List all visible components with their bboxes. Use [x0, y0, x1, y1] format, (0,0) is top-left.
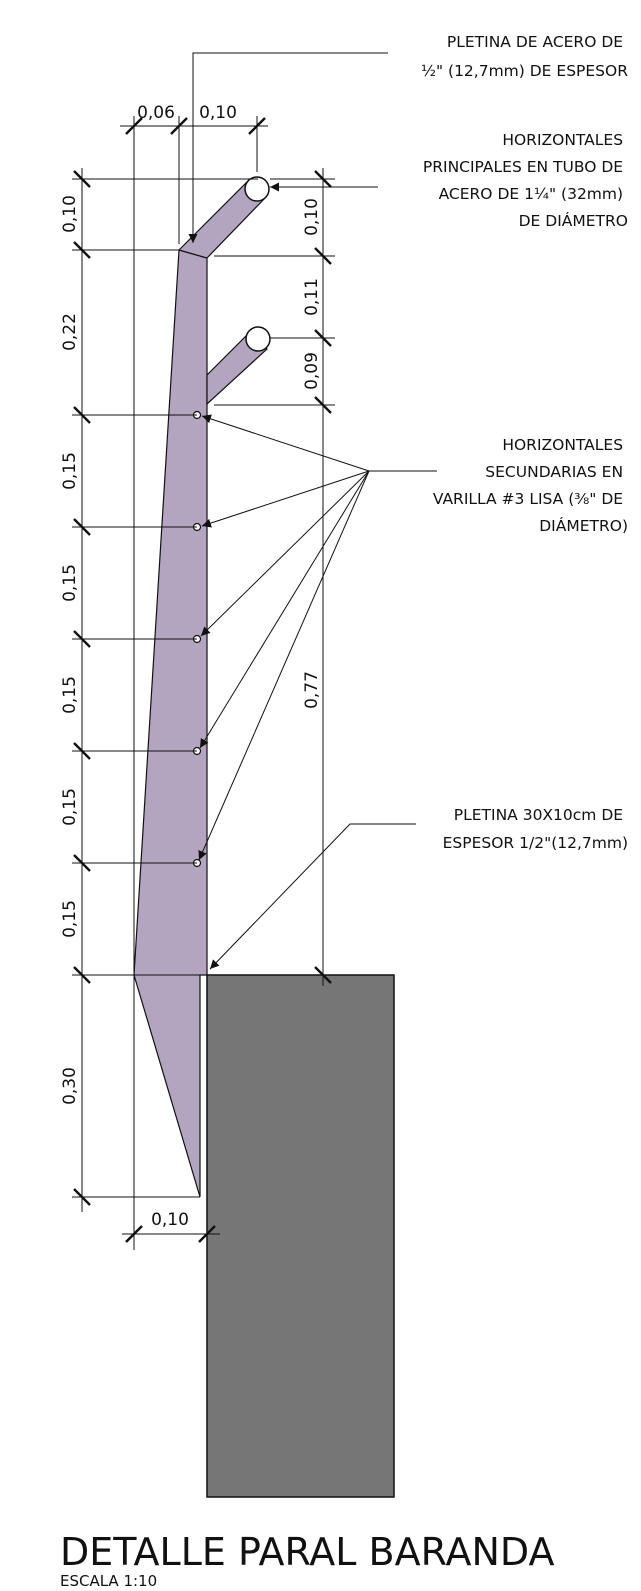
- dim-left-6: 0,15: [60, 788, 80, 826]
- annotation-secondary-rails: HORIZONTALES SECUNDARIAS EN VARILLA #3 L…: [198, 414, 628, 861]
- concrete-base: [206, 974, 395, 1498]
- label-secondary-rails: HORIZONTALES SECUNDARIAS EN VARILLA #3 L…: [433, 436, 628, 535]
- label-main-rails: HORIZONTALES PRINCIPALES EN TUBO DE ACER…: [423, 131, 628, 230]
- annotation-main-rails: HORIZONTALES PRINCIPALES EN TUBO DE ACER…: [270, 131, 628, 230]
- dim-right-2: 0,11: [302, 278, 322, 316]
- dim-left-1: 0,10: [60, 195, 80, 233]
- label-base-plate: PLETINA 30X10cm DE ESPESOR 1/2"(12,7mm): [443, 806, 628, 852]
- dim-right-1: 0,10: [302, 198, 322, 236]
- dim-left-5: 0,15: [60, 676, 80, 714]
- dim-left-4: 0,15: [60, 564, 80, 602]
- bottom-dimension: 0,10: [122, 1180, 220, 1250]
- top-dimension-chain: 0,06 0,10: [120, 103, 268, 1250]
- dim-left-2: 0,22: [60, 313, 80, 351]
- annotation-top-plate: PLETINA DE ACERO DE ½" (12,7mm) DE ESPES…: [188, 33, 628, 243]
- annotation-base-plate: PLETINA 30X10cm DE ESPESOR 1/2"(12,7mm): [209, 806, 628, 970]
- right-dimension-chain: 0,10 0,11 0,09 0,77: [214, 168, 335, 986]
- main-rail-tube-second: [245, 326, 271, 352]
- dim-top-left: 0,06: [137, 103, 175, 123]
- dim-left-7: 0,15: [60, 900, 80, 938]
- label-top-plate: PLETINA DE ACERO DE ½" (12,7mm) DE ESPES…: [421, 33, 628, 80]
- dim-left-3: 0,15: [60, 452, 80, 490]
- steel-post: [133, 249, 208, 1198]
- drawing-scale: ESCALA 1:10: [60, 1572, 157, 1590]
- dim-left-8: 0,30: [60, 1067, 80, 1105]
- dim-top-right: 0,10: [199, 103, 237, 123]
- drawing-title: DETALLE PARAL BARANDA: [60, 1530, 554, 1574]
- dim-total-height: 0,77: [302, 671, 322, 709]
- dim-bottom-width: 0,10: [151, 1210, 189, 1230]
- dim-right-3: 0,09: [302, 352, 322, 390]
- main-rail-tube-top: [244, 176, 270, 202]
